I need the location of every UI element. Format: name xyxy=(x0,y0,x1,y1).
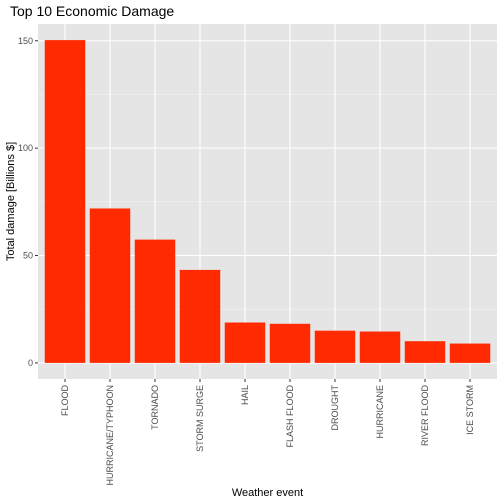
bar xyxy=(224,322,266,363)
x-tick-label: HURRICANE xyxy=(375,385,385,439)
y-axis: 0 50 100 150 xyxy=(18,36,38,368)
x-tick-label: FLASH FLOOD xyxy=(285,385,295,448)
x-tick-label: HAIL xyxy=(240,385,250,405)
bar xyxy=(449,343,491,363)
x-tick-label: ICE STORM xyxy=(465,385,475,435)
bar xyxy=(44,40,86,363)
x-tick-label: TORNADO xyxy=(150,385,160,430)
y-tick-label: 100 xyxy=(18,143,33,153)
x-tick-label: FLOOD xyxy=(60,385,70,417)
bar xyxy=(179,269,221,363)
x-tick-label: STORM SURGE xyxy=(195,385,205,452)
y-axis-title: Total damage [Billions $] xyxy=(5,142,17,261)
x-axis: FLOOD HURRICANE/TYPHOON TORNADO STORM SURGE… xyxy=(60,379,475,486)
bar xyxy=(359,331,401,363)
chart-title: Top 10 Economic Damage xyxy=(10,3,174,19)
x-tick-label: HURRICANE/TYPHOON xyxy=(105,385,115,486)
bar xyxy=(269,323,311,363)
y-tick-label: 0 xyxy=(28,358,33,368)
y-tick-label: 150 xyxy=(18,36,33,46)
bar xyxy=(89,208,131,363)
bar xyxy=(134,239,176,363)
bars xyxy=(44,40,491,363)
x-tick-label: DROUGHT xyxy=(330,385,340,431)
bar xyxy=(404,341,446,363)
y-tick-label: 50 xyxy=(23,251,33,261)
x-axis-title: Weather event xyxy=(232,487,303,499)
x-tick-label: RIVER FLOOD xyxy=(420,385,430,447)
bar xyxy=(314,330,356,363)
